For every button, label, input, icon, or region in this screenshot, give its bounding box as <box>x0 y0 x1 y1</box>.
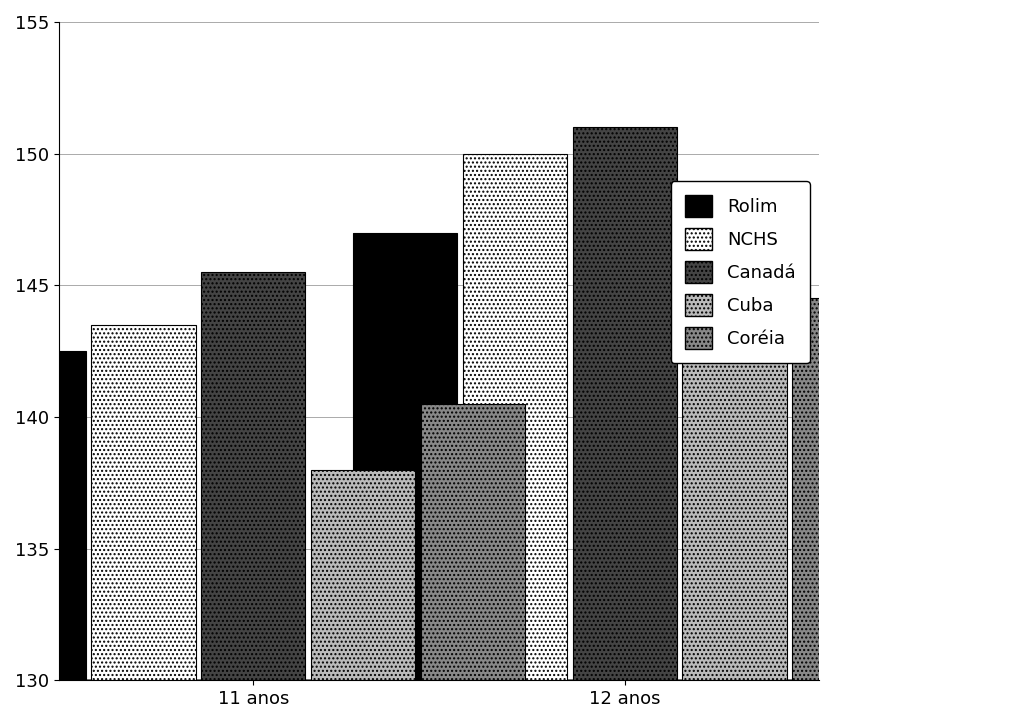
Bar <box>421 404 525 680</box>
Legend: Rolim, NCHS, Canadá, Cuba, Coréia: Rolim, NCHS, Canadá, Cuba, Coréia <box>671 181 810 364</box>
Bar <box>311 470 415 680</box>
Bar <box>201 272 305 680</box>
Bar <box>353 233 458 680</box>
Bar <box>0 351 85 680</box>
Bar <box>92 325 195 680</box>
Bar <box>792 299 896 680</box>
Bar <box>573 127 677 680</box>
Bar <box>463 154 567 680</box>
Bar <box>682 338 786 680</box>
